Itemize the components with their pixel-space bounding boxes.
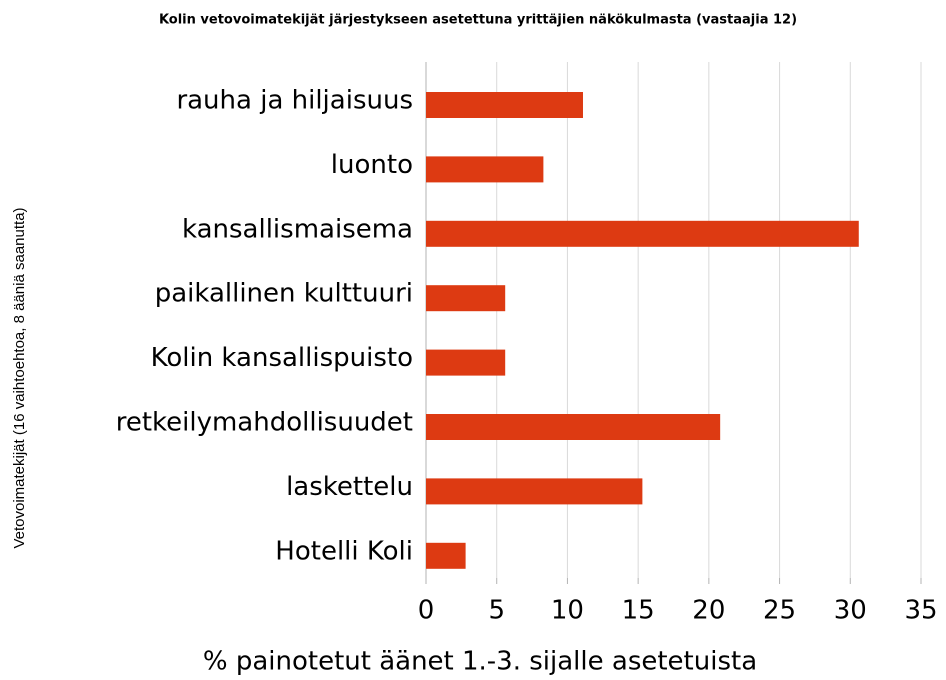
x-tick-label: 20 xyxy=(692,596,725,626)
bar xyxy=(426,349,506,376)
x-tick-label: 15 xyxy=(622,596,655,626)
y-tick-label: Hotelli Koli xyxy=(275,536,413,566)
bar xyxy=(426,414,721,440)
x-tick-label: 10 xyxy=(551,596,584,626)
x-tick-label: 30 xyxy=(834,596,867,626)
x-tick-label: 0 xyxy=(418,596,435,626)
x-tick-label: 5 xyxy=(488,596,505,626)
bar xyxy=(426,92,583,118)
chart-title: Kolin vetovoimatekijät järjestykseen ase… xyxy=(159,13,797,28)
y-tick-label: luonto xyxy=(331,150,413,180)
x-axis-label: % painotetut äänet 1.-3. sijalle asetetu… xyxy=(203,647,757,677)
y-tick-label: Kolin kansallispuisto xyxy=(151,343,413,373)
y-axis-label: Vetovoimatekijät (16 vaihtoehtoa, 8 ääni… xyxy=(11,207,28,548)
y-tick-label: retkeilymahdollisuudet xyxy=(116,408,413,438)
bar xyxy=(426,156,544,183)
y-tick-label: paikallinen kulttuuri xyxy=(155,279,413,309)
y-tick-label: rauha ja hiljaisuus xyxy=(176,86,413,116)
bar xyxy=(426,478,643,505)
x-tick-label: 25 xyxy=(763,596,796,626)
bar xyxy=(426,542,466,569)
x-tick-label: 35 xyxy=(904,596,937,626)
y-tick-label: kansallismaisema xyxy=(182,214,413,244)
y-tick-label: laskettelu xyxy=(286,472,413,502)
bar xyxy=(426,220,859,247)
bar xyxy=(426,285,506,312)
